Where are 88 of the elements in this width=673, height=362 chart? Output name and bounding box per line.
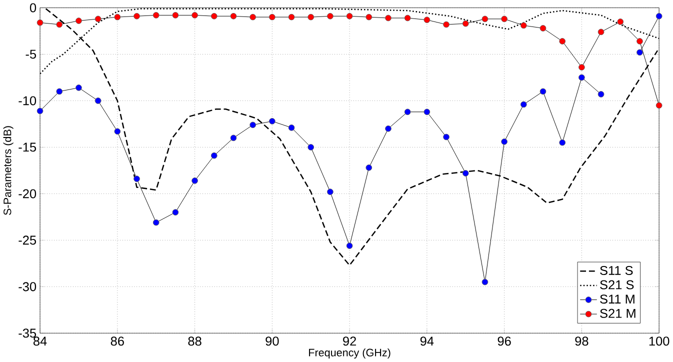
point [462,20,469,27]
point [230,13,237,20]
point [152,219,160,226]
point [520,22,527,29]
point [443,21,450,28]
point [94,98,102,104]
y-tick-label: -20 [18,189,36,198]
legend-label: S21 M [600,308,636,318]
y-tick-label: 0 [30,3,36,12]
point [288,124,295,131]
x-tick-label: 92 [343,336,356,346]
point [366,164,372,171]
point [327,188,334,196]
point [346,13,353,20]
point [598,28,604,36]
point [210,13,218,20]
point [404,14,411,22]
point [268,118,276,124]
point [501,16,508,22]
point [656,13,662,20]
point [656,102,662,109]
point [250,122,256,128]
x-tick-label: 84 [33,336,47,346]
point [482,16,488,22]
point [462,170,469,177]
point [636,49,643,56]
point [308,14,314,20]
y-axis-title: S-Parameters (dB) [3,126,14,216]
point [56,21,63,28]
point [76,18,82,24]
point [404,108,411,116]
point [385,14,392,22]
point [598,91,604,98]
point [424,108,430,116]
legend-label: S21 S [600,280,634,290]
point [114,14,121,20]
point [540,88,546,95]
point [230,134,237,142]
point [540,25,546,32]
point [559,139,566,146]
legend-label: S11 M [600,294,634,304]
point [443,134,450,140]
point [578,64,585,71]
point [424,16,430,24]
point [192,178,198,184]
point [617,18,624,26]
point [385,126,392,132]
point [114,128,121,135]
point [327,13,334,20]
point [308,144,314,151]
legend-label: S11 S [600,266,633,276]
point [346,242,353,250]
point [172,12,179,19]
point [210,152,218,159]
point [268,14,276,20]
point [36,108,44,114]
point [578,74,585,81]
point [636,38,643,45]
y-tick-label: -10 [18,96,36,106]
x-tick-label: 100 [649,336,670,346]
point [94,16,102,22]
x-tick-label: 88 [188,336,202,346]
point [192,12,198,19]
x-tick-label: 96 [498,336,511,346]
y-tick-label: -15 [18,142,36,152]
point [36,20,44,26]
point [482,278,488,286]
y-tick-label: -30 [18,282,36,292]
point [134,176,140,182]
point [134,13,140,20]
point [76,84,82,92]
x-axis-title: Frequency (GHz) [309,348,390,359]
point [559,38,566,45]
x-tick-label: 90 [266,336,279,346]
x-tick-label: 94 [420,336,434,346]
point [250,14,256,20]
point [152,12,160,19]
point [366,14,372,20]
point [501,138,508,145]
point [56,88,63,95]
y-tick-label: -25 [18,236,36,245]
y-tick-label: -35 [18,328,36,338]
y-tick-label: -5 [26,50,36,59]
x-tick-label: 86 [110,336,124,346]
point [520,101,527,108]
x-tick-label: 98 [575,336,588,346]
point [288,14,295,20]
point [172,209,179,216]
